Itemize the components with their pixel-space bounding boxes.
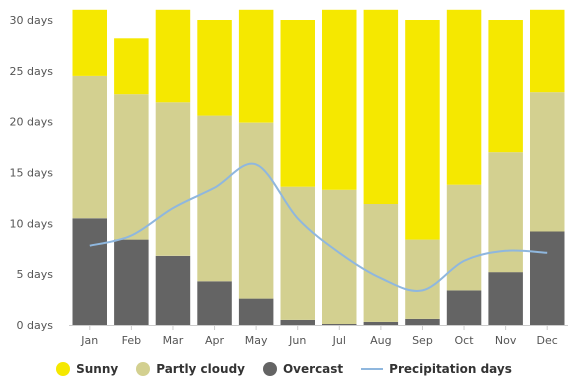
legend-item-precipitation-days[interactable]: Precipitation days [361, 362, 512, 376]
bar-segment-sunny[interactable] [197, 20, 232, 116]
x-tick-label: Aug [370, 334, 391, 347]
x-tick-label: Jul [332, 334, 346, 347]
x-tick-label: May [245, 334, 268, 347]
bar-segment-sunny[interactable] [155, 9, 191, 103]
legend-partly-cloudy-swatch [136, 362, 151, 376]
legend-item-partly-cloudy[interactable]: Partly cloudy [136, 362, 245, 376]
x-tick-label: Nov [495, 334, 517, 347]
bar-segment-sunny[interactable] [530, 9, 565, 93]
y-axis: 0 days 5 days 10 days 15 days 20 days 25 days… [10, 14, 54, 332]
weather-chart: 0 days 5 days 10 days 15 days 20 days 25 days… [10, 9, 568, 347]
legend-precipitation-label: Precipitation days [389, 362, 512, 376]
y-tick-label: 5 days [17, 268, 54, 281]
bar-segment-overcast[interactable] [72, 218, 108, 326]
x-tick-label: Dec [537, 334, 558, 347]
x-tick-label: Feb [122, 334, 141, 347]
y-tick-label: 10 days [10, 217, 54, 230]
legend-item-sunny[interactable]: Sunny [56, 362, 118, 376]
legend-item-overcast[interactable]: Overcast [262, 362, 344, 376]
precipitation-line-layer [89, 162, 548, 292]
bar-segment-partly-cloudy[interactable] [363, 204, 399, 322]
stacked-bars [72, 9, 565, 326]
bar-segment-overcast[interactable] [155, 255, 191, 325]
y-tick-label: 15 days [10, 167, 54, 180]
bar-segment-partly-cloudy[interactable] [322, 189, 357, 324]
y-tick-label: 30 days [10, 14, 54, 27]
bar-segment-partly-cloudy[interactable] [280, 186, 316, 320]
bar-segment-sunny[interactable] [363, 9, 399, 204]
bar-segment-sunny[interactable] [446, 9, 482, 185]
bar-segment-overcast[interactable] [363, 321, 399, 325]
bar-segment-partly-cloudy[interactable] [488, 152, 523, 273]
bar-segment-partly-cloudy[interactable] [197, 115, 232, 282]
bar-segment-overcast[interactable] [280, 319, 316, 325]
x-tick-label: Mar [163, 334, 184, 347]
legend-partly-cloudy-label: Partly cloudy [156, 362, 245, 376]
bar-segment-overcast[interactable] [446, 290, 482, 325]
bar-segment-overcast[interactable] [238, 298, 274, 325]
legend-precipitation-swatch [361, 368, 384, 370]
bar-segment-overcast[interactable] [322, 324, 357, 325]
x-tick-label: Jun [288, 334, 306, 347]
bar-segment-overcast[interactable] [488, 272, 523, 325]
x-tick-label: Apr [205, 334, 225, 347]
y-tick-label: 20 days [10, 116, 54, 129]
legend-overcast-label: Overcast [282, 362, 344, 376]
bar-segment-partly-cloudy[interactable] [155, 102, 191, 256]
x-tick-label: Jan [80, 334, 98, 347]
bar-segment-sunny[interactable] [238, 9, 274, 123]
bar-segment-sunny[interactable] [488, 20, 523, 153]
bar-segment-sunny[interactable] [405, 20, 440, 240]
bar-segment-overcast[interactable] [530, 231, 565, 326]
legend-sunny-swatch [56, 362, 71, 376]
bar-segment-overcast[interactable] [405, 318, 440, 325]
x-tick-label: Sep [412, 334, 433, 347]
bar-segment-sunny[interactable] [280, 20, 316, 187]
bar-segment-partly-cloudy[interactable] [405, 239, 440, 319]
y-tick-label: 0 days [17, 319, 54, 332]
legend-sunny-label: Sunny [76, 362, 119, 376]
bar-segment-overcast[interactable] [197, 281, 232, 325]
bar-segment-sunny[interactable] [322, 9, 357, 190]
precipitation-days-line[interactable] [89, 162, 548, 292]
bar-segment-partly-cloudy[interactable] [446, 184, 482, 291]
x-tick-label: Oct [455, 334, 475, 347]
bar-segment-overcast[interactable] [114, 239, 149, 325]
bar-segment-partly-cloudy[interactable] [238, 122, 274, 299]
legend: Sunny Partly cloudy Overcast Precipitati… [0, 361, 568, 377]
bar-segment-sunny[interactable] [72, 9, 108, 76]
y-tick-label: 25 days [10, 65, 54, 78]
bar-segment-partly-cloudy[interactable] [72, 75, 108, 219]
bar-segment-partly-cloudy[interactable] [530, 92, 565, 232]
legend-overcast-swatch [262, 362, 277, 376]
x-axis: Jan Feb Mar Apr May Jun Jul Aug Sep Oct Nov Dec [69, 325, 568, 347]
bar-segment-partly-cloudy[interactable] [114, 94, 149, 240]
bar-segment-sunny[interactable] [114, 38, 149, 95]
